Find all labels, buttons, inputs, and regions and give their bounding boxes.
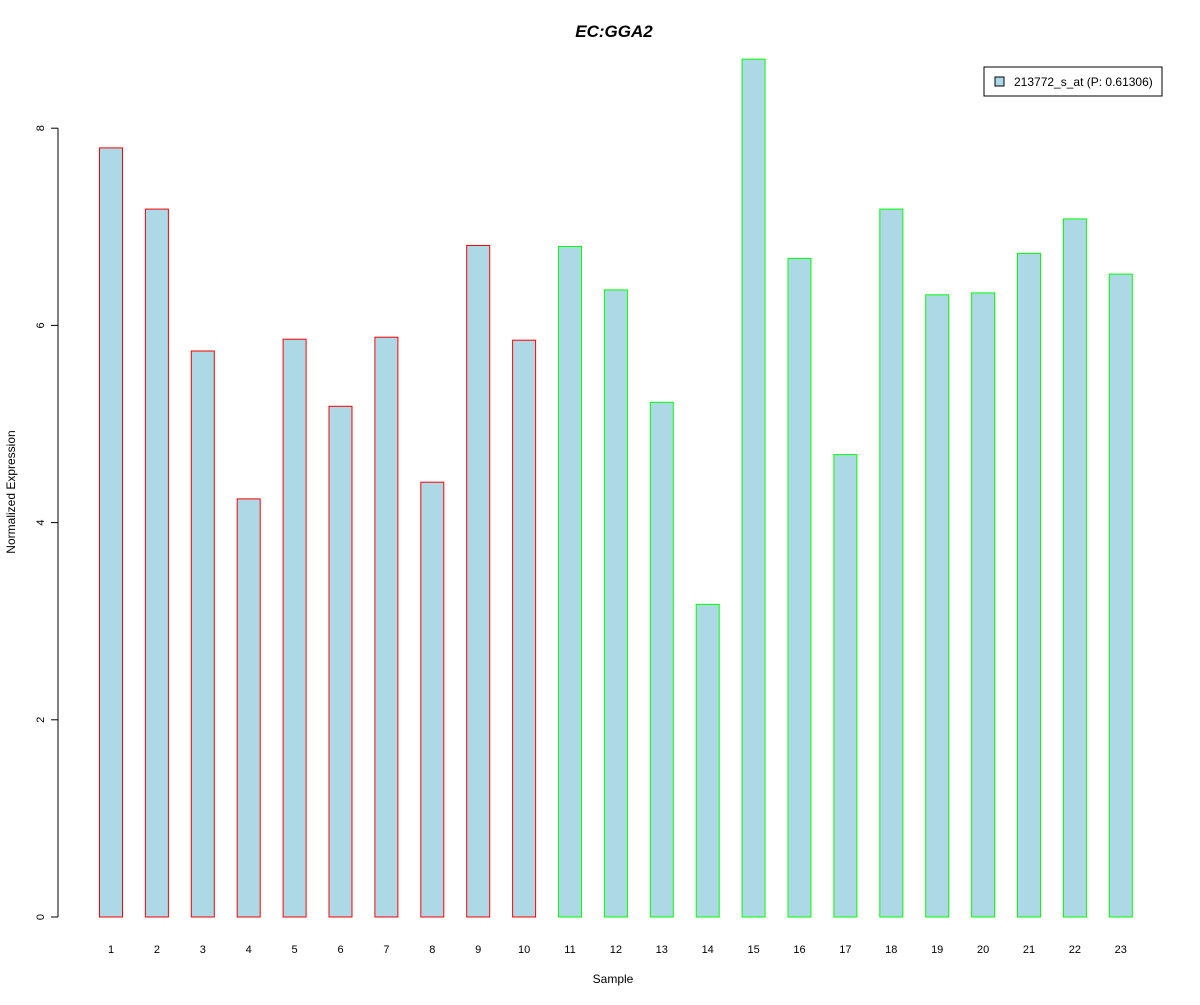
bar-sample-7	[374, 336, 399, 918]
y-tick-label: 8	[35, 125, 47, 131]
x-tick-label: 10	[518, 944, 530, 956]
x-tick-label: 21	[1023, 944, 1035, 956]
legend-label: 213772_s_at (P: 0.61306)	[1014, 75, 1153, 89]
bar-sample-21	[1017, 252, 1041, 918]
bar-sample-9	[466, 245, 491, 918]
x-tick-label: 14	[702, 944, 714, 956]
bar-sample-14	[695, 603, 720, 918]
y-tick-label: 2	[35, 717, 47, 723]
x-axis-tick-labels: 1 2 3 4 5 6 7 8 9 10 11 12 13 14 15 16 17 18 19 20 21 22 23	[108, 944, 1127, 956]
x-axis-label: Sample	[593, 972, 634, 986]
x-tick-label: 8	[429, 944, 435, 956]
bar-sample-1	[99, 147, 123, 918]
x-tick-label: 3	[200, 944, 206, 956]
bar-sample-4	[236, 498, 261, 918]
x-tick-label: 12	[610, 944, 622, 956]
x-tick-label: 5	[292, 944, 298, 956]
x-tick-label: 13	[656, 944, 668, 956]
bar-sample-5	[282, 338, 307, 918]
bar-sample-17	[833, 454, 858, 918]
bar-sample-2	[144, 208, 169, 918]
y-axis: 0 2 4 6 8	[35, 125, 59, 920]
x-tick-label: 2	[154, 944, 160, 956]
x-tick-label: 18	[885, 944, 897, 956]
legend-box	[983, 66, 1163, 97]
bar-sample-12	[603, 289, 628, 918]
x-tick-label: 22	[1069, 944, 1081, 956]
y-tick-label: 4	[35, 520, 47, 526]
bar-sample-18	[879, 208, 904, 918]
bar-sample-11	[558, 246, 582, 918]
legend: 213772_s_at (P: 0.61306)	[983, 66, 1163, 97]
x-tick-label: 17	[839, 944, 851, 956]
bar-sample-3	[190, 350, 215, 918]
bar-sample-6	[328, 405, 353, 918]
y-tick-label: 0	[35, 914, 47, 920]
chart-title: EC:GGA2	[575, 22, 653, 41]
bar-sample-16	[787, 257, 812, 918]
x-tick-label: 19	[931, 944, 943, 956]
bar-sample-20	[971, 292, 996, 918]
x-tick-label: 1	[108, 944, 114, 956]
bar-sample-19	[925, 294, 950, 918]
x-tick-label: 4	[246, 944, 252, 956]
x-tick-label: 16	[793, 944, 805, 956]
y-axis-label: Normalized Expression	[4, 430, 18, 553]
bar-sample-8	[420, 481, 445, 918]
bar-sample-13	[649, 401, 674, 918]
x-tick-label: 11	[564, 944, 575, 956]
legend-swatch	[994, 76, 1005, 87]
bar-series	[99, 58, 1133, 918]
x-tick-label: 9	[475, 944, 481, 956]
y-tick-label: 6	[35, 322, 47, 328]
x-tick-label: 15	[747, 944, 759, 956]
bar-sample-15	[741, 58, 766, 918]
x-tick-label: 20	[977, 944, 989, 956]
bar-sample-10	[512, 339, 537, 918]
x-tick-label: 23	[1115, 944, 1127, 956]
bar-sample-22	[1062, 218, 1087, 918]
x-tick-label: 7	[383, 944, 389, 956]
bar-sample-23	[1108, 273, 1133, 918]
x-tick-label: 6	[337, 944, 343, 956]
